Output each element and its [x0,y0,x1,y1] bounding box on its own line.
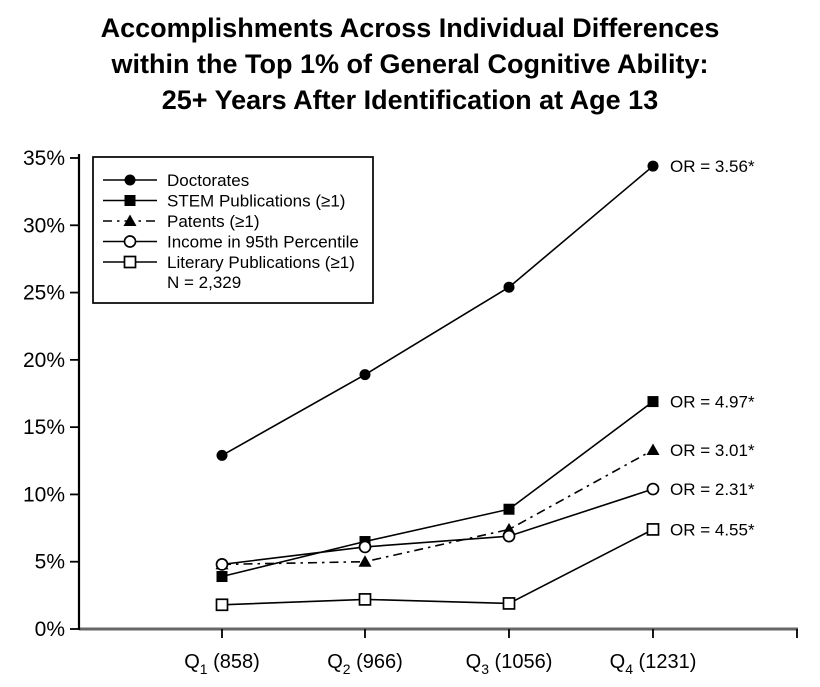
legend-label-patents-1: Patents (≥1) [167,212,259,231]
series-line-patents-1 [221,449,654,566]
legend-box [92,156,374,304]
marker-income-in-95th-percentile-q1 [215,558,229,571]
series-line-stem-publications-1 [221,400,654,578]
or-annotation-patents-1: OR = 3.01* [670,441,755,460]
marker-patents-1-q2 [358,555,372,567]
legend-label-stem-publications-1: STEM Publications (≥1) [167,192,345,211]
y-tick-label: 35% [23,147,65,170]
legend-sample-size-note: N = 2,329 [167,273,241,292]
marker-doctorates-q3 [503,281,515,293]
marker-literary-publications-1-q2 [358,593,372,606]
or-annotation-stem-publications-1: OR = 4.97* [670,393,755,412]
legend-label-income-in-95th-percentile: Income in 95th Percentile [167,233,359,252]
marker-income-in-95th-percentile-q3 [502,529,516,543]
marker-stem-publications-1-q3 [503,503,515,515]
series-line-income-in-95th-percentile [221,488,654,566]
chart-title-line-1: Accomplishments Across Individual Differ… [100,13,720,43]
marker-income-in-95th-percentile-q4 [646,482,660,496]
marker-literary-publications-1-q3 [502,597,516,610]
x-tick-label: Q1 (858) [184,651,260,677]
or-annotation-doctorates: OR = 3.56* [670,157,755,176]
y-tick-label: 30% [23,214,65,237]
legend-marker-literary-publications-1 [123,255,137,269]
marker-patents-1-q4 [646,443,660,456]
x-tick-label: Q2 (966) [327,651,403,677]
marker-literary-publications-1-q1 [215,598,229,612]
chart-title: Accomplishments Across Individual Differ… [0,10,820,118]
series-line-literary-publications-1 [221,528,654,606]
or-annotation-literary-publications-1: OR = 4.55* [670,520,755,539]
legend-marker-income-in-95th-percentile [123,235,137,248]
y-tick-label: 15% [23,416,65,439]
y-tick-label: 0% [35,618,65,641]
series-line-doctorates [221,165,654,457]
marker-income-in-95th-percentile-q2 [358,540,372,554]
y-tick-label: 10% [23,483,65,506]
legend-marker-doctorates [124,174,136,186]
legend-marker-patents-1 [123,214,137,226]
x-tick-label: Q3 (1056) [466,651,553,677]
y-tick-label: 25% [23,282,65,305]
y-tick-label: 5% [35,551,65,574]
marker-doctorates-q1 [216,449,228,461]
marker-stem-publications-1-q4 [647,396,659,408]
legend-label-literary-publications-1: Literary Publications (≥1) [167,253,355,272]
chart-title-line-2: within the Top 1% of General Cognitive A… [111,49,709,79]
legend-label-doctorates: Doctorates [167,171,249,190]
marker-stem-publications-1-q1 [216,571,228,583]
marker-doctorates-q4 [647,160,659,172]
marker-doctorates-q2 [359,369,371,381]
or-annotation-income-in-95th-percentile: OR = 2.31* [670,480,755,499]
x-tick-label: Q4 (1231) [610,651,697,677]
legend-marker-stem-publications-1 [124,195,136,206]
chart-title-line-3: 25+ Years After Identification at Age 13 [161,85,659,115]
marker-literary-publications-1-q4 [646,523,660,536]
y-tick-label: 20% [23,349,65,372]
